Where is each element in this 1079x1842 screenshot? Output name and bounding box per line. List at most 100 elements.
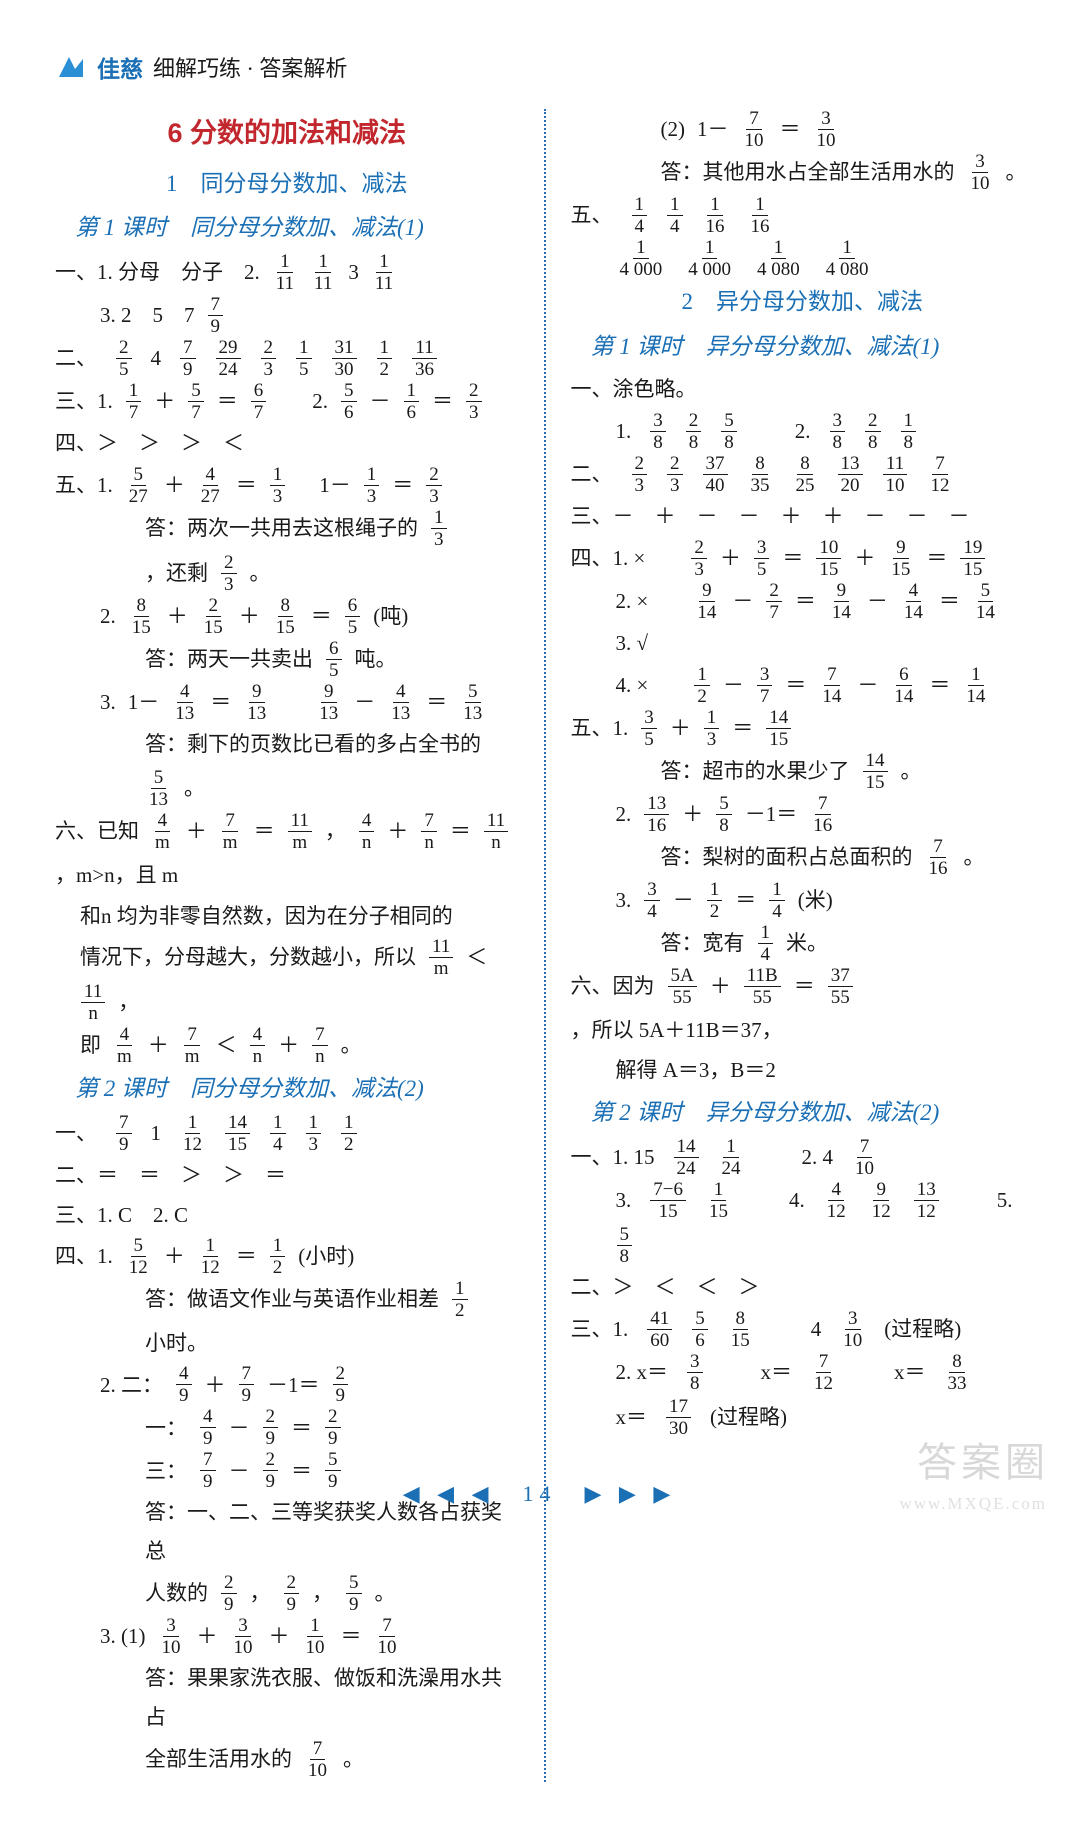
- fraction: 58: [721, 411, 737, 452]
- text: 答：两天一共卖出: [145, 640, 313, 679]
- text: (过程略): [710, 1398, 787, 1437]
- text: 4.: [789, 1181, 805, 1220]
- fraction: 710: [742, 109, 767, 150]
- fraction: 912: [869, 1180, 894, 1221]
- fraction: 124: [719, 1137, 744, 1178]
- fraction: 710: [375, 1616, 400, 1657]
- fraction: 49: [200, 1407, 216, 1448]
- fraction: 1136: [412, 338, 437, 379]
- ans-line: 3. 7−615 115 4. 412 912 1312 5. 58: [571, 1180, 1035, 1266]
- text: 。: [964, 838, 985, 877]
- text: 。: [375, 1574, 396, 1613]
- fraction: 65: [345, 596, 361, 637]
- section-title-1: 1 同分母分数加、减法: [55, 163, 519, 206]
- fraction: 310: [840, 1309, 865, 1350]
- fraction: 215: [201, 596, 226, 637]
- fraction: 1415: [225, 1113, 250, 1154]
- fraction: 11n: [484, 811, 508, 852]
- text: 。: [341, 1026, 362, 1065]
- text: 2.: [616, 795, 632, 834]
- text: 3.: [100, 683, 116, 722]
- ans-line: 一、 79 1 112 1415 14 13 12: [55, 1113, 519, 1154]
- fraction: 3740: [703, 454, 728, 495]
- text: 。: [343, 1740, 364, 1779]
- text: 人数的: [145, 1574, 208, 1613]
- fraction: 12: [270, 1236, 286, 1277]
- text: ，: [325, 812, 346, 851]
- fraction: 1015: [816, 538, 841, 579]
- fraction: 111: [273, 252, 297, 293]
- fraction: 412: [824, 1180, 849, 1221]
- text: (2): [661, 110, 686, 149]
- fraction: 310: [159, 1616, 184, 1657]
- fraction: 110: [303, 1616, 328, 1657]
- text: ，: [250, 1574, 271, 1613]
- brand-text: 佳慈: [97, 50, 143, 84]
- ans-line: 四、1. × 23＋ 35＝ 1015＋ 915＝ 1915: [571, 538, 1035, 579]
- fraction: 29: [333, 1364, 349, 1405]
- page-number-value: 14: [523, 1481, 557, 1506]
- ans-line: 和n 均为非零自然数，因为在分子相同的: [55, 897, 519, 936]
- fraction: 1316: [644, 794, 669, 835]
- text: 。: [1006, 153, 1027, 192]
- text: 3. (1): [100, 1617, 146, 1656]
- ans-line: 五、1. 35＋ 13＝ 1415: [571, 708, 1035, 749]
- fraction: 815: [728, 1309, 753, 1350]
- fraction: 34: [644, 880, 660, 921]
- text: 2. x＝: [616, 1353, 669, 1392]
- text: 三、1.: [55, 382, 113, 421]
- lesson-title-3: 第 1 课时 异分母分数加、减法(1): [591, 326, 1035, 369]
- lesson-title-2: 第 2 课时 同分母分数加、减法(2): [75, 1068, 519, 1111]
- fraction: 14: [769, 880, 785, 921]
- text: 2.: [312, 382, 328, 421]
- fraction: 25: [116, 338, 132, 379]
- fraction: 38: [687, 1352, 703, 1393]
- text: 二、: [55, 339, 97, 378]
- section-title-2: 2 异分母分数加、减法: [571, 281, 1035, 324]
- ans-line: 六、因为 5A55＋ 11B55＝ 3755 ，所以 5A＋11B＝37，: [571, 966, 1035, 1050]
- fraction: 310: [968, 152, 993, 193]
- fraction: 14 000: [617, 238, 666, 279]
- watermark-url: www.MXQE.com: [899, 1494, 1047, 1514]
- fraction: 13: [364, 465, 380, 506]
- fraction: 815: [129, 596, 154, 637]
- ans-line: 2. × 914－ 27＝ 914－ 414＝ 514: [571, 581, 1035, 622]
- fraction: 14: [632, 195, 648, 236]
- fraction: 14: [270, 1113, 286, 1154]
- text: 3. 2 5 7: [100, 296, 195, 335]
- fraction: 3755: [828, 966, 853, 1007]
- fraction: 714: [819, 665, 844, 706]
- fraction: 1312: [914, 1180, 939, 1221]
- text: 。: [250, 554, 271, 593]
- ans-line: 答：梨树的面积占总面积的 716 。: [571, 837, 1035, 878]
- text: x＝: [894, 1353, 926, 1392]
- ans-line: 答：做语文作业与英语作业相差 12 小时。: [55, 1279, 519, 1363]
- fraction: 716: [926, 837, 951, 878]
- fraction: 1415: [863, 751, 888, 792]
- text: 五、: [571, 196, 613, 235]
- fraction: 23: [667, 454, 683, 495]
- text: 四、1.: [55, 1237, 113, 1276]
- fraction: 716: [810, 794, 835, 835]
- ans-line: 人数的 29 ， 29 ， 59 。: [55, 1573, 519, 1614]
- fraction: 310: [814, 109, 839, 150]
- fraction: 414: [901, 581, 926, 622]
- ans-line: 二、＝ ＝ ＞ ＞ ＝: [55, 1156, 519, 1195]
- fraction: 14: [667, 195, 683, 236]
- ans-line: 四、＞ ＞ ＞ ＜: [55, 424, 519, 463]
- fraction: 35: [641, 708, 657, 749]
- fraction: 427: [198, 465, 223, 506]
- fraction: 527: [126, 465, 151, 506]
- text: 小时。: [145, 1324, 208, 1363]
- fraction: 13: [431, 508, 447, 549]
- fraction: 914: [829, 581, 854, 622]
- fraction: 112: [180, 1113, 205, 1154]
- fraction: 4m: [114, 1025, 135, 1066]
- text: 六、因为: [571, 967, 655, 1006]
- fraction: 710: [852, 1137, 877, 1178]
- ans-line: 四、1. 512＋ 112＝ 12 (小时): [55, 1236, 519, 1277]
- fraction: 614: [891, 665, 916, 706]
- text: 。: [901, 752, 922, 791]
- text: 即: [80, 1026, 101, 1065]
- fraction: 58: [716, 794, 732, 835]
